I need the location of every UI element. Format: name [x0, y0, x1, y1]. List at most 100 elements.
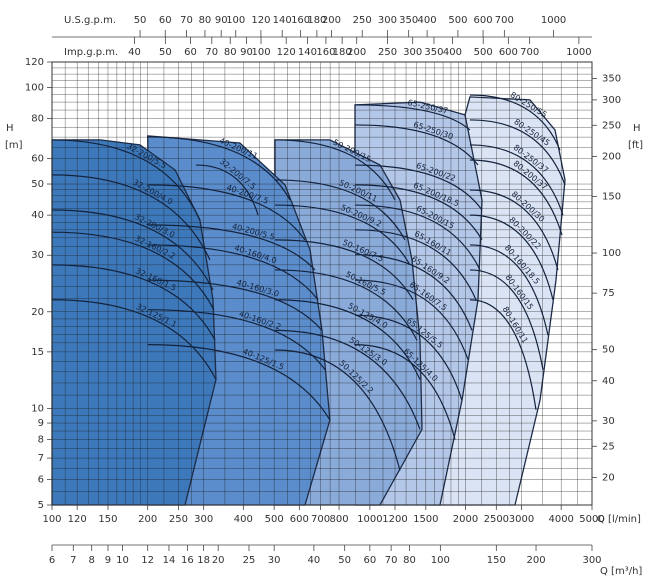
y2-axis-label: H — [633, 123, 641, 134]
y2-tick-label: 250 — [602, 120, 621, 131]
x-tick-label: 600 — [290, 514, 309, 525]
usgpm-tick-label: 60 — [159, 15, 172, 26]
pump-curve — [51, 174, 211, 261]
pump-curve — [469, 269, 544, 370]
usgpm-tick-label: 120 — [251, 15, 270, 26]
impgpm-tick-label: 250 — [378, 47, 397, 58]
impgpm-tick-label: 90 — [240, 47, 253, 58]
m3h-tick-label: 10 — [116, 555, 129, 566]
pump-curve — [469, 189, 559, 271]
x-tick-label: 400 — [234, 514, 253, 525]
plot-frame — [51, 61, 593, 506]
x-tick-label: 1200 — [382, 514, 407, 525]
m3h-tick-label: 12 — [141, 555, 154, 566]
y2-tick-label: 30 — [602, 416, 615, 427]
y2-tick-label: 100 — [602, 248, 621, 259]
x-tick-label: 2000 — [453, 514, 478, 525]
x-tick-label: 250 — [169, 514, 188, 525]
y-axis-label: H — [6, 123, 14, 134]
x-tick-label: 3000 — [509, 514, 534, 525]
usgpm-tick-label: 500 — [448, 15, 467, 26]
x-tick-label: 200 — [138, 514, 157, 525]
usgpm-tick-label: 350 — [399, 15, 418, 26]
m3h-tick-label: 60 — [363, 555, 376, 566]
impgpm-tick-label: 500 — [474, 47, 493, 58]
pump-curve — [51, 299, 217, 380]
m3h-tick-label: 150 — [487, 555, 506, 566]
x-tick-label: 1500 — [413, 514, 438, 525]
impgpm-tick-label: 120 — [277, 47, 296, 58]
pump-curve — [51, 139, 201, 221]
axes: 100 120 150 200 250 300 400 500 600 700 800 1000 120… — [25, 15, 621, 566]
y-tick-label: 6 — [38, 475, 44, 486]
y2-tick-label: 150 — [602, 192, 621, 203]
pump-curve — [147, 184, 306, 241]
pump-curve — [274, 349, 401, 471]
impgpm-tick-label: 80 — [224, 47, 237, 58]
impgpm-tick-label: 200 — [347, 47, 366, 58]
usgpm-tick-label: 140 — [273, 15, 292, 26]
usgpm-tick-label: 160 — [291, 15, 310, 26]
y-tick-label: 9 — [38, 418, 44, 429]
y-tick-label: 80 — [31, 114, 44, 125]
x-axis-label: Q [l/min] — [597, 514, 641, 525]
pump-curve — [147, 136, 291, 201]
usgpm-label: U.S.g.p.m. — [64, 15, 116, 26]
pump-curve — [469, 214, 554, 300]
x-tick-label: 800 — [329, 514, 348, 525]
m3h-tick-label: 70 — [385, 555, 398, 566]
m3h-tick-label: 25 — [243, 555, 256, 566]
pump-curve — [147, 279, 323, 331]
usgpm-tick-label: 300 — [378, 15, 397, 26]
y-tick-label: 60 — [31, 154, 44, 165]
pump-curve — [469, 159, 563, 236]
usgpm-tick-label: 180 — [307, 15, 326, 26]
m3h-tick-label: 30 — [268, 555, 281, 566]
m3h-tick-label: 14 — [163, 555, 176, 566]
usgpm-tick-label: 400 — [418, 15, 437, 26]
m3h-tick-label: 50 — [338, 555, 351, 566]
usgpm-tick-label: 250 — [353, 15, 372, 26]
y-tick-label: 10 — [31, 403, 44, 414]
y2-axis-unit: [ft] — [628, 140, 643, 151]
pump-curve — [354, 104, 471, 131]
x-tick-label: 120 — [68, 514, 87, 525]
pump-curve — [354, 164, 483, 211]
m3h-tick-label: 7 — [70, 555, 76, 566]
impgpm-tick-label: 350 — [424, 47, 443, 58]
pump-curve — [469, 244, 549, 336]
y2-tick-label: 20 — [602, 472, 615, 483]
pump-curve — [147, 344, 331, 421]
y-tick-label: 8 — [38, 434, 44, 445]
x-tick-label: 300 — [194, 514, 213, 525]
impgpm-tick-label: 160 — [316, 47, 335, 58]
pump-curve — [51, 264, 216, 341]
y2-tick-label: 200 — [602, 151, 621, 162]
impgpm-label: Imp.g.p.m. — [64, 47, 118, 58]
regions — [51, 96, 566, 506]
impgpm-tick-label: 180 — [333, 47, 352, 58]
pump-curve — [51, 209, 214, 291]
pump-curve — [274, 329, 421, 430]
y2-tick-label: 350 — [602, 73, 621, 84]
impgpm-tick-label: 700 — [520, 47, 539, 58]
y-tick-label: 100 — [25, 82, 44, 93]
m3h-tick-label: 100 — [431, 555, 450, 566]
usgpm-tick-label: 1000 — [541, 15, 566, 26]
x-tick-label: 100 — [42, 514, 61, 525]
impgpm-tick-label: 400 — [443, 47, 462, 58]
impgpm-tick-label: 100 — [251, 47, 270, 58]
impgpm-tick-label: 600 — [499, 47, 518, 58]
m3h-tick-label: 8 — [89, 555, 95, 566]
y2-tick-label: 50 — [602, 345, 615, 356]
pump-curve — [354, 344, 456, 440]
m3h-tick-label: 200 — [526, 555, 545, 566]
usgpm-tick-label: 100 — [226, 15, 245, 26]
m3h-tick-label: 300 — [582, 555, 601, 566]
y-axis-unit: [m] — [5, 140, 23, 151]
m3h-tick-label: 40 — [308, 555, 321, 566]
x-tick-label: 5000 — [579, 514, 604, 525]
impgpm-tick-label: 140 — [298, 47, 317, 58]
m3h-tick-label: 6 — [49, 555, 55, 566]
